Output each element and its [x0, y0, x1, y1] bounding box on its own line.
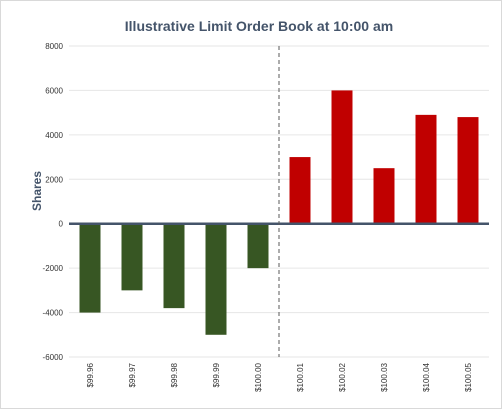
x-tick-label: $99.97: [128, 362, 137, 387]
y-tick-label: 2000: [45, 175, 63, 184]
x-tick-label: $100.05: [464, 362, 473, 391]
y-axis-label: Shares: [30, 171, 44, 211]
y-axis-ticks: 8000 6000 4000 2000 0 -2000 -4000 -6000: [43, 42, 64, 362]
y-tick-label: 6000: [45, 86, 63, 95]
bars: [79, 90, 479, 335]
bar: [163, 223, 185, 309]
bar: [331, 90, 353, 224]
x-tick-label: $99.98: [170, 362, 179, 387]
bar: [457, 117, 479, 224]
bar: [79, 223, 101, 313]
y-tick-label: 8000: [45, 42, 63, 51]
y-tick-label: -4000: [43, 309, 64, 318]
x-tick-label: $99.96: [86, 362, 95, 387]
y-tick-label: 0: [59, 220, 64, 229]
y-tick-label: -6000: [43, 353, 64, 362]
y-tick-label: 4000: [45, 131, 63, 140]
x-tick-label: $100.00: [254, 362, 263, 391]
x-tick-label: $99.99: [212, 362, 221, 387]
x-axis-ticks: $99.96 $99.97 $99.98 $99.99 $100.00 $100.01 $1…: [86, 362, 473, 391]
x-tick-label: $100.02: [338, 362, 347, 391]
bar: [289, 157, 311, 224]
x-tick-label: $100.03: [380, 362, 389, 391]
bar: [373, 168, 395, 224]
bar: [121, 223, 143, 291]
y-tick-label: -2000: [43, 264, 64, 273]
x-tick-label: $100.04: [422, 362, 431, 391]
bar: [415, 114, 437, 224]
overlays: [69, 46, 489, 357]
bar: [247, 223, 269, 269]
chart-title: Illustrative Limit Order Book at 10:00 a…: [125, 18, 393, 34]
bar: [205, 223, 227, 335]
x-tick-label: $100.01: [296, 362, 305, 391]
